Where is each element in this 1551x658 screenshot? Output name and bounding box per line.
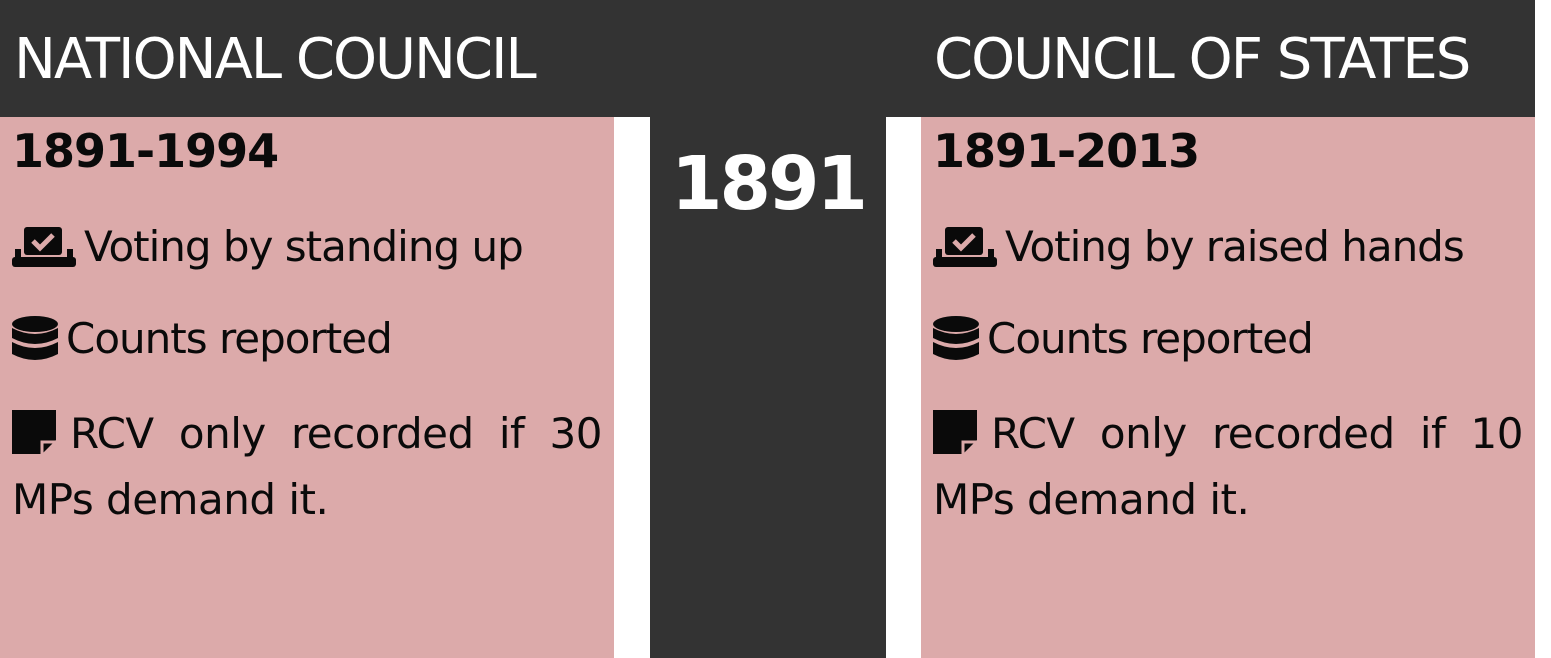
- sticky-note-icon: [933, 410, 977, 454]
- council-of-states-counts-rule: Counts reported: [933, 313, 1523, 365]
- ballot-box-icon: [12, 227, 76, 267]
- council-of-states-panel: 1891-2013 Voting by raised hands Counts …: [921, 117, 1535, 658]
- timeline-column: 1891: [650, 117, 886, 658]
- database-icon: [12, 316, 58, 362]
- national-council-voting-rule: Voting by standing up: [12, 221, 602, 273]
- national-council-rcv-note: RCV only recorded if 30 MPs demand it.: [12, 401, 603, 533]
- national-council-title: NATIONAL COUNCIL: [14, 27, 537, 92]
- council-of-states-rcv-note: RCV only recorded if 10 MPs demand it.: [933, 401, 1524, 533]
- national-council-panel: 1891-1994 Voting by standing up Counts r…: [0, 117, 614, 658]
- council-of-states-title: COUNCIL OF STATES: [934, 27, 1471, 92]
- national-council-voting-text: Voting by standing up: [84, 222, 524, 271]
- national-council-counts-rule: Counts reported: [12, 313, 602, 365]
- council-of-states-counts-text: Counts reported: [987, 314, 1314, 363]
- national-council-counts-text: Counts reported: [66, 314, 393, 363]
- national-council-rcv-text: RCV only recorded if 30 MPs demand it.: [12, 409, 603, 524]
- timeline-year: 1891: [671, 141, 868, 227]
- header-bar: NATIONAL COUNCIL COUNCIL OF STATES: [0, 0, 1535, 117]
- council-of-states-rcv-text: RCV only recorded if 10 MPs demand it.: [933, 409, 1524, 524]
- sticky-note-icon: [12, 410, 56, 454]
- national-council-period: 1891-1994: [12, 124, 279, 178]
- council-of-states-voting-text: Voting by raised hands: [1005, 222, 1465, 271]
- database-icon: [933, 316, 979, 362]
- council-of-states-period: 1891-2013: [933, 124, 1200, 178]
- ballot-box-icon: [933, 227, 997, 267]
- council-of-states-voting-rule: Voting by raised hands: [933, 221, 1523, 273]
